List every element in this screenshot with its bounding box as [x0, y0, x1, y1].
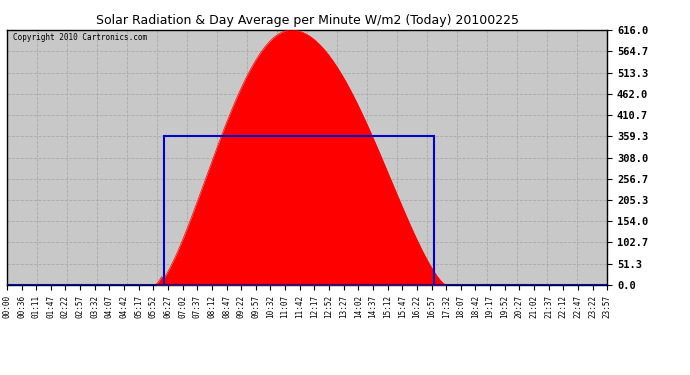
Title: Solar Radiation & Day Average per Minute W/m2 (Today) 20100225: Solar Radiation & Day Average per Minute…	[95, 15, 519, 27]
Bar	[164, 136, 433, 285]
Text: Copyright 2010 Cartronics.com: Copyright 2010 Cartronics.com	[13, 33, 147, 42]
